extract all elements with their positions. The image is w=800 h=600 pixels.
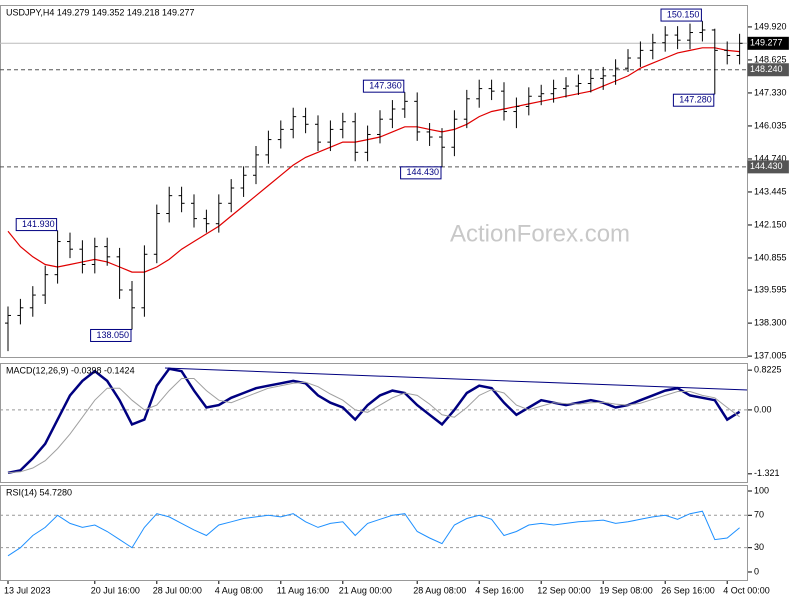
macd-line bbox=[7, 367, 741, 475]
annotation-label-box bbox=[15, 218, 58, 232]
panel-title: MACD(12,26,9) -0.0398 -0.1424 bbox=[6, 365, 135, 375]
y-tick-label: 138.300 bbox=[754, 317, 787, 327]
panel-frame bbox=[0, 485, 748, 581]
annotation-label: 150.150 bbox=[667, 9, 700, 19]
panel-title: USDJPY,H4 149.279 149.352 149.218 149.27… bbox=[6, 7, 195, 17]
y-tick-label: 139.595 bbox=[754, 284, 787, 294]
y-tick-label: -1.321 bbox=[754, 468, 780, 478]
x-tick-label: 28 Jul 00:00 bbox=[153, 585, 202, 595]
level-label-box bbox=[747, 160, 789, 174]
x-tick-label: 19 Sep 08:00 bbox=[599, 585, 653, 595]
y-tick-label: 142.150 bbox=[754, 219, 787, 229]
y-tick-label: 30 bbox=[754, 542, 764, 552]
y-tick-label: 0.00 bbox=[754, 404, 772, 414]
x-tick-label: 4 Aug 08:00 bbox=[215, 585, 263, 595]
y-tick-label: 100 bbox=[754, 485, 769, 495]
watermark: ActionForex.com bbox=[450, 220, 630, 247]
panel-title: RSI(14) 54.7280 bbox=[6, 487, 72, 497]
last-price-label: 149.277 bbox=[750, 38, 783, 48]
y-tick-label: 149.920 bbox=[754, 21, 787, 31]
annotation-label-box bbox=[660, 8, 702, 22]
y-tick-label: 0.8225 bbox=[754, 365, 782, 375]
annotation-label-box bbox=[400, 166, 442, 180]
macd-line bbox=[7, 378, 740, 474]
annotation-label: 144.430 bbox=[406, 167, 439, 177]
y-tick-label: 140.855 bbox=[754, 252, 787, 262]
y-tick-label: 148.625 bbox=[754, 54, 787, 64]
indicator-line bbox=[7, 510, 740, 557]
annotation-label-box bbox=[362, 79, 405, 93]
annotation-label: 138.050 bbox=[96, 330, 129, 340]
last-price-label-box bbox=[747, 36, 789, 50]
x-tick-label: 12 Sep 00:00 bbox=[537, 585, 591, 595]
trend-line bbox=[164, 367, 749, 391]
x-tick-label: 20 Jul 16:00 bbox=[91, 585, 140, 595]
level-label-box bbox=[747, 63, 789, 77]
level-label: 148.240 bbox=[750, 64, 783, 74]
y-tick-label: 146.035 bbox=[754, 120, 787, 130]
panel-frame bbox=[0, 5, 748, 358]
annotation-label: 147.280 bbox=[679, 95, 712, 105]
y-tick-label: 147.330 bbox=[754, 87, 787, 97]
y-tick-label: 0 bbox=[754, 566, 759, 576]
y-tick-label: 144.740 bbox=[754, 153, 787, 163]
moving-average bbox=[7, 47, 740, 273]
y-tick-label: 70 bbox=[754, 510, 764, 520]
x-tick-label: 4 Sep 16:00 bbox=[475, 585, 524, 595]
level-label: 144.430 bbox=[750, 161, 783, 171]
annotation-label-box bbox=[90, 328, 132, 342]
x-tick-label: 13 Jul 2023 bbox=[4, 585, 51, 595]
y-tick-label: 137.005 bbox=[754, 350, 787, 360]
x-tick-label: 26 Sep 16:00 bbox=[661, 585, 715, 595]
x-tick-label: 21 Aug 00:00 bbox=[339, 585, 392, 595]
x-tick-label: 11 Aug 16:00 bbox=[277, 585, 329, 595]
panel-frame bbox=[0, 363, 748, 483]
annotation-label: 147.360 bbox=[369, 81, 402, 91]
x-tick-label: 4 Oct 00:00 bbox=[723, 585, 770, 595]
y-tick-label: 143.445 bbox=[754, 186, 787, 196]
annotation-label: 141.930 bbox=[22, 219, 55, 229]
annotation-label-box bbox=[672, 93, 715, 107]
x-tick-label: 28 Aug 08:00 bbox=[413, 585, 466, 595]
